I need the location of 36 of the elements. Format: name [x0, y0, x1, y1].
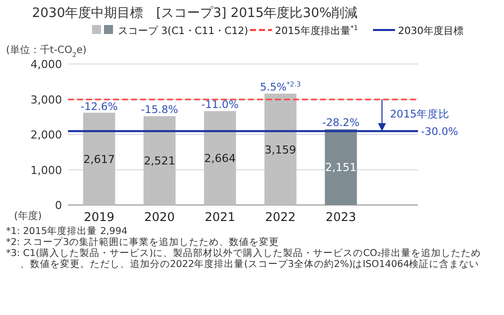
text: *2: スコープ3の集計範囲に事業を追加したため、数値を変更: [6, 236, 280, 248]
bar: [204, 111, 236, 205]
bar: [83, 112, 116, 205]
annotation: -15.8%: [140, 104, 178, 116]
x-axis-title: (年度): [14, 210, 42, 222]
data-label: 2,617: [83, 152, 115, 166]
x-tick-label: 2022: [265, 210, 296, 224]
text: -30.0%: [421, 126, 458, 138]
bar: [264, 94, 296, 205]
x-tick-label: 2021: [204, 210, 236, 224]
annotation: -11.0%: [201, 99, 239, 112]
annotation: 2015年度比: [390, 107, 450, 120]
legend-label: 2015年度排出量$^{*1}$: [275, 24, 358, 37]
y-tick-label: 1,000: [30, 164, 62, 177]
x-tick-label: 2020: [144, 210, 175, 224]
annotation: -28.2%: [322, 117, 360, 130]
y-tick-label: 0: [55, 199, 62, 212]
y-tick-label: 3,000: [30, 93, 62, 106]
legend-label: スコープ 3(C1・C11・C12): [118, 25, 248, 37]
bar: [144, 116, 176, 205]
data-label: 2,664: [204, 152, 236, 166]
chart-title: 2030年度中期目標 [スコープ3] 2015年度比30%削減: [32, 5, 358, 21]
y-tick-label: 2,000: [30, 128, 62, 142]
data-label: 3,159: [264, 143, 296, 156]
annotation: 5.5%$^{*2.3}$: [260, 80, 301, 94]
legend-label: 2030年度目標: [398, 25, 464, 37]
text: *3: C1(購入した製品・サービス)に、製品部材以外で購入した製品・サービスのCO₂排出量を追加したため、数値を変更。ただし、追加分の2022年度排出量(スコープ3全体の約2%)はISO14064検証に含まない: [6, 247, 482, 270]
data-label: 2,151: [325, 161, 357, 174]
x-tick-label: 2019: [84, 210, 114, 224]
y-axis-title: (単位：千t-CO$_{2}$e): [6, 44, 87, 59]
text: *1: 2015年度排出量 2,994: [6, 225, 128, 237]
bar: [324, 129, 357, 205]
data-label: 2,521: [144, 154, 176, 168]
y-tick-label: 4,000: [30, 58, 62, 71]
x-tick-label: 2023: [326, 210, 356, 224]
annotation: -12.6%: [80, 100, 118, 113]
